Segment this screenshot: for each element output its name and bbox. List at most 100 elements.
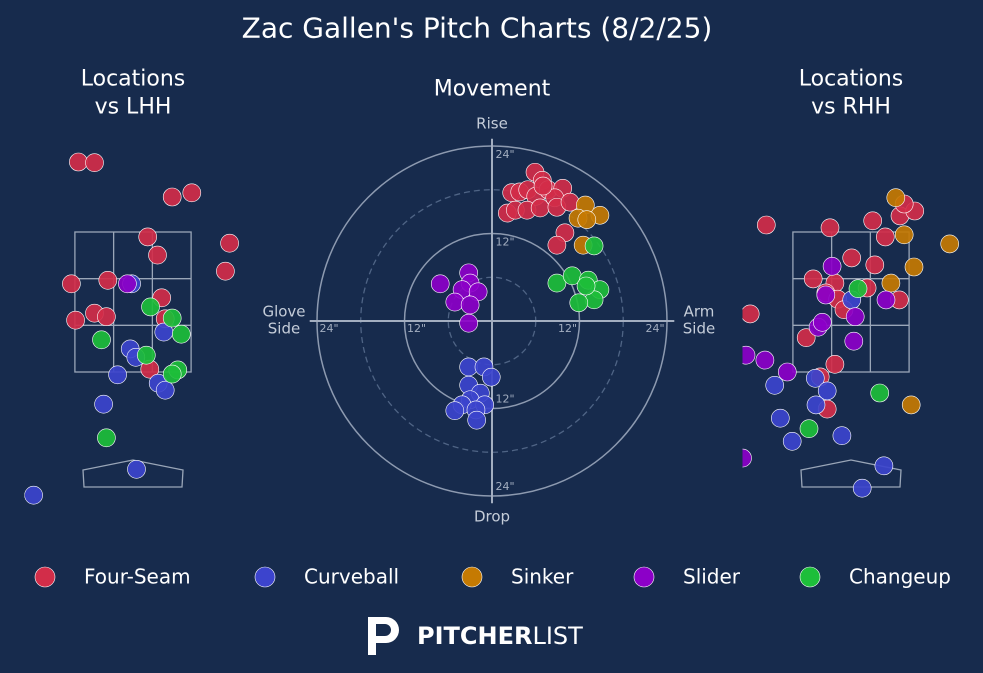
brand-text: PITCHERLIST <box>417 622 583 650</box>
pitch-marker <box>756 215 776 235</box>
pitch-marker <box>127 459 146 479</box>
marker-group <box>24 152 239 505</box>
panel-title: Movement <box>433 76 551 102</box>
pitch-marker <box>875 227 895 247</box>
pitch-marker <box>863 211 883 231</box>
pitch-marker <box>832 426 852 446</box>
pitch-marker <box>481 367 501 387</box>
brand-light: LIST <box>532 622 583 650</box>
pitch-marker <box>97 428 116 448</box>
pitch-marker <box>162 308 182 328</box>
pitch-marker <box>148 245 167 265</box>
pitch-marker <box>820 218 840 238</box>
pitch-marker <box>822 256 842 276</box>
pitch-marker <box>940 234 960 254</box>
pitch-marker <box>874 456 894 476</box>
pitch-marker <box>796 328 816 348</box>
y-tick-label: 24" <box>495 148 514 161</box>
panel-title: Locations vs RHH <box>798 66 904 120</box>
pitch-marker <box>742 304 760 324</box>
pitch-marker <box>98 270 118 290</box>
pitch-marker <box>560 192 580 212</box>
pitch-marker <box>825 354 845 374</box>
legend-marker <box>34 566 56 588</box>
x-tick-label: 24" <box>645 322 664 335</box>
axis-label: Glove Side <box>262 302 306 337</box>
y-tick-label: 12" <box>495 236 514 249</box>
pitch-marker <box>816 285 836 305</box>
pitch-marker <box>845 307 865 327</box>
y-tick-label: 12" <box>495 393 514 406</box>
strike-zone <box>74 231 192 373</box>
pitch-marker <box>755 350 775 370</box>
pitch-marker <box>155 380 175 400</box>
x-tick-label: 12" <box>558 322 577 335</box>
pitch-marker <box>901 395 921 415</box>
pitch-marker <box>182 183 202 203</box>
pitch-marker <box>865 255 885 275</box>
pitch-marker <box>842 248 862 268</box>
pitch-marker <box>886 188 906 207</box>
pitch-marker <box>92 330 111 350</box>
marker-group <box>742 188 960 498</box>
pitch-marker <box>782 431 802 451</box>
axis-label: Arm Side <box>682 302 716 337</box>
home-plate <box>800 459 902 488</box>
legend-label: Four-Seam <box>84 565 191 589</box>
pitch-marker <box>220 233 239 253</box>
pitch-marker <box>806 395 826 415</box>
pitch-marker <box>533 176 553 196</box>
legend-label: Changeup <box>849 565 951 589</box>
pitch-marker <box>817 381 837 401</box>
pitch-marker <box>904 257 924 277</box>
pitch-marker <box>69 152 88 172</box>
pitch-marker <box>812 312 832 332</box>
pitch-marker <box>85 153 104 172</box>
pitch-marker <box>848 279 868 299</box>
pitch-marker <box>94 394 113 414</box>
pitch-marker <box>24 485 43 505</box>
pitch-marker <box>162 364 182 384</box>
pitch-marker <box>777 362 797 382</box>
pitch-marker <box>876 290 896 310</box>
pitch-marker <box>742 448 752 468</box>
pitch-marker <box>870 383 890 403</box>
pitch-marker <box>97 307 116 327</box>
axis-label: Drop <box>473 507 511 526</box>
pitch-marker <box>460 295 480 315</box>
pitch-marker <box>66 310 85 330</box>
pitch-marker <box>118 274 137 294</box>
pitch-marker <box>459 313 478 333</box>
axis-label: Rise <box>476 114 508 133</box>
brand-logo: PITCHERLIST <box>368 617 583 655</box>
pitch-marker <box>547 273 567 293</box>
pitch-marker <box>770 408 790 428</box>
pitch-marker <box>137 345 156 365</box>
home-plate <box>82 459 184 488</box>
pitch-marker <box>569 293 589 313</box>
legend-label: Slider <box>683 565 741 589</box>
pitch-marker <box>742 345 756 365</box>
x-tick-label: 12" <box>407 322 426 335</box>
pitch-marker <box>108 365 127 385</box>
pitch-marker <box>138 227 157 247</box>
pitch-marker <box>445 292 465 312</box>
y-tick-label: 24" <box>495 480 514 493</box>
logo-icon <box>368 617 399 655</box>
pitch-marker <box>799 419 819 439</box>
pitch-marker <box>894 225 914 245</box>
pitch-marker <box>576 276 596 296</box>
main-title: Zac Gallen's Pitch Charts (8/2/25) <box>241 11 713 45</box>
legend-label: Curveball <box>304 565 399 589</box>
pitch-marker <box>141 297 160 317</box>
pitch-marker <box>62 274 81 294</box>
pitch-marker <box>445 401 465 420</box>
pitch-marker <box>805 368 825 388</box>
pitch-marker <box>162 187 182 207</box>
pitch-marker <box>547 235 567 255</box>
pitch-marker <box>852 478 872 498</box>
strike-zone <box>792 231 910 373</box>
legend-marker <box>461 566 483 588</box>
